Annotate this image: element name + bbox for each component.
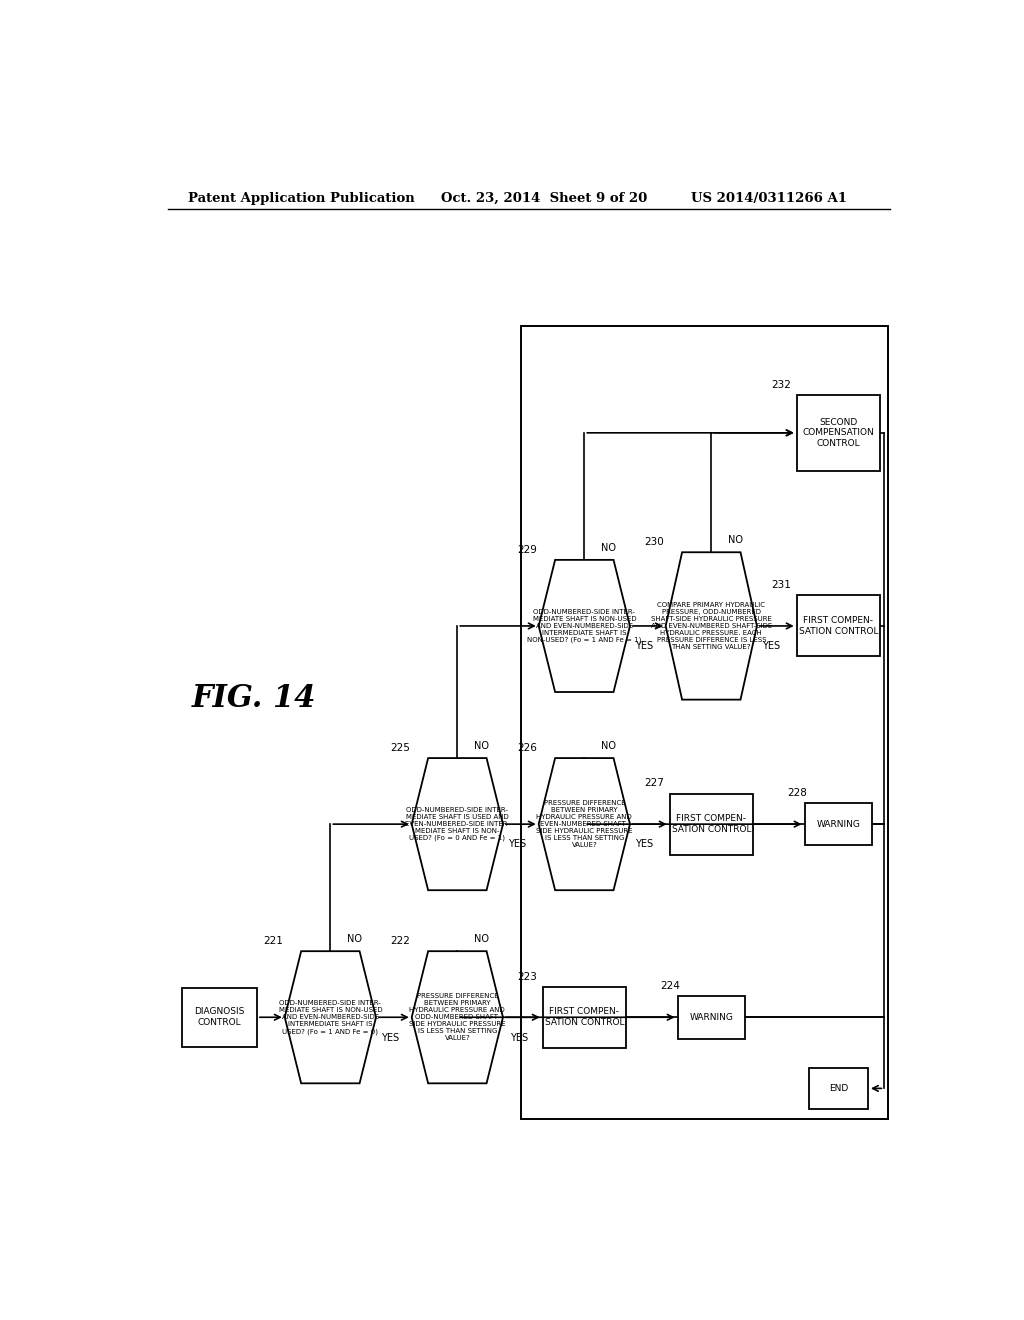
Polygon shape (666, 552, 757, 700)
Text: 226: 226 (517, 743, 538, 752)
Text: YES: YES (762, 642, 780, 651)
Bar (809, 1068, 868, 1109)
Text: DIAGNOSIS
CONTROL: DIAGNOSIS CONTROL (195, 1007, 245, 1027)
Text: 227: 227 (644, 779, 665, 788)
Text: WARNING: WARNING (816, 820, 860, 829)
Text: 222: 222 (390, 936, 411, 946)
Text: 224: 224 (660, 981, 680, 991)
Polygon shape (285, 952, 376, 1084)
Bar (181, 987, 257, 1047)
Text: PRESSURE DIFFERENCE
BETWEEN PRIMARY
HYDRAULIC PRESSURE AND
EVEN-NUMBERED SHAFT-
: PRESSURE DIFFERENCE BETWEEN PRIMARY HYDR… (537, 800, 633, 849)
Text: 225: 225 (390, 743, 411, 752)
Text: YES: YES (510, 1032, 528, 1043)
Bar (521, 326, 888, 1119)
Text: YES: YES (635, 642, 653, 651)
Text: ODD-NUMBERED-SIDE INTER-
MEDIATE SHAFT IS USED AND
EVEN-NUMBERED-SIDE INTER-
MED: ODD-NUMBERED-SIDE INTER- MEDIATE SHAFT I… (404, 807, 510, 841)
Text: YES: YES (381, 1032, 399, 1043)
Text: FIRST COMPEN-
SATION CONTROL: FIRST COMPEN- SATION CONTROL (545, 1007, 624, 1027)
Bar (543, 987, 626, 1048)
Text: YES: YES (635, 840, 653, 850)
Text: FIRST COMPEN-
SATION CONTROL: FIRST COMPEN- SATION CONTROL (672, 814, 751, 834)
Bar (797, 595, 880, 656)
Text: END: END (828, 1084, 848, 1093)
Text: 221: 221 (263, 936, 284, 946)
Text: 232: 232 (771, 380, 792, 389)
Polygon shape (539, 560, 630, 692)
Text: FIG. 14: FIG. 14 (191, 684, 316, 714)
Text: Oct. 23, 2014  Sheet 9 of 20: Oct. 23, 2014 Sheet 9 of 20 (441, 191, 648, 205)
Text: FIRST COMPEN-
SATION CONTROL: FIRST COMPEN- SATION CONTROL (799, 616, 878, 636)
Text: COMPARE PRIMARY HYDRAULIC
PRESSURE, ODD-NUMBERED
SHAFT-SIDE HYDRAULIC PRESSURE
A: COMPARE PRIMARY HYDRAULIC PRESSURE, ODD-… (650, 602, 772, 649)
Text: ODD-NUMBERED-SIDE INTER-
MEDIATE SHAFT IS NON-USED
AND EVEN-NUMBERED-SIDE
INTERM: ODD-NUMBERED-SIDE INTER- MEDIATE SHAFT I… (527, 609, 641, 643)
Text: Patent Application Publication: Patent Application Publication (187, 191, 415, 205)
Text: NO: NO (601, 543, 615, 553)
Bar (670, 793, 753, 854)
Text: 231: 231 (771, 581, 792, 590)
Text: PRESSURE DIFFERENCE
BETWEEN PRIMARY
HYDRAULIC PRESSURE AND
ODD-NUMBERED SHAFT-
S: PRESSURE DIFFERENCE BETWEEN PRIMARY HYDR… (410, 993, 506, 1041)
Text: US 2014/0311266 A1: US 2014/0311266 A1 (691, 191, 848, 205)
Text: WARNING: WARNING (689, 1012, 733, 1022)
Text: NO: NO (347, 935, 361, 944)
Text: 223: 223 (517, 972, 538, 982)
Text: 229: 229 (517, 545, 538, 554)
Text: NO: NO (474, 935, 488, 944)
Polygon shape (412, 952, 503, 1084)
Bar (678, 995, 745, 1039)
Polygon shape (539, 758, 630, 890)
Text: ODD-NUMBERED-SIDE INTER-
MEDIATE SHAFT IS NON-USED
AND EVEN-NUMBERED-SIDE
INTERM: ODD-NUMBERED-SIDE INTER- MEDIATE SHAFT I… (279, 1001, 382, 1035)
Text: 230: 230 (644, 537, 664, 546)
Text: YES: YES (508, 840, 526, 850)
Text: NO: NO (601, 741, 615, 751)
Polygon shape (412, 758, 503, 890)
Text: NO: NO (728, 535, 742, 545)
Text: NO: NO (474, 741, 488, 751)
Bar (805, 803, 872, 846)
Bar (797, 395, 880, 471)
Text: SECOND
COMPENSATION
CONTROL: SECOND COMPENSATION CONTROL (803, 417, 874, 447)
Text: 228: 228 (787, 788, 807, 797)
